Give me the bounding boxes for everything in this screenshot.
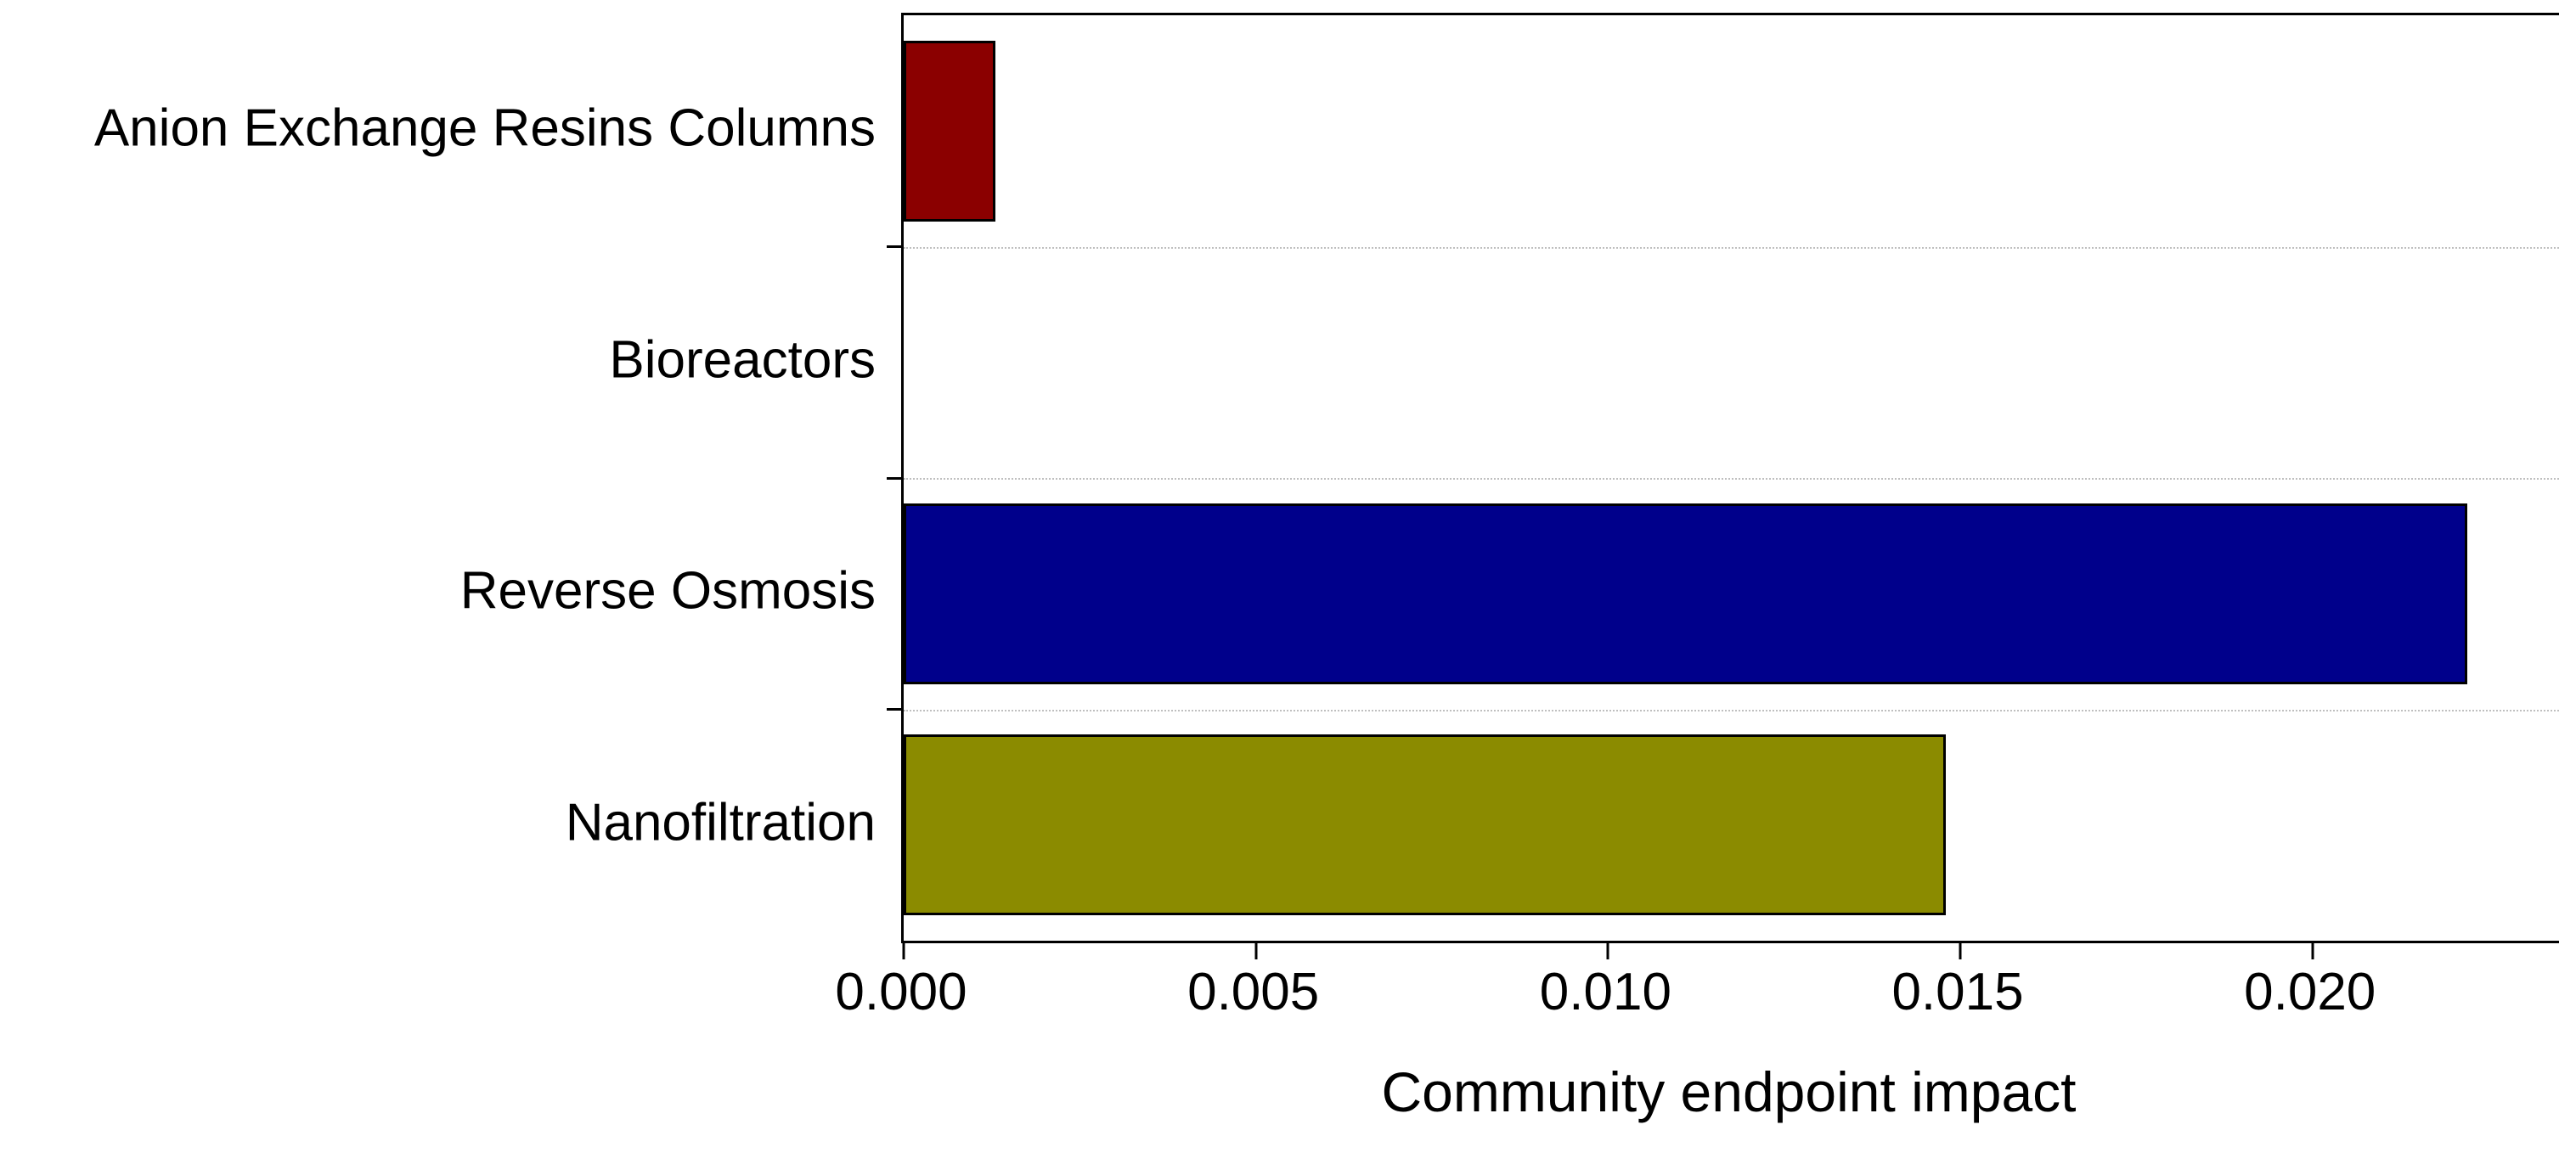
x-axis-tick-label: 0.000 <box>835 963 967 1021</box>
x-axis-tick-label: 0.015 <box>1891 963 2024 1021</box>
y-axis-tick-mark <box>887 245 901 248</box>
bar <box>904 503 2467 684</box>
x-axis-tick-label: 0.010 <box>1539 963 1671 1021</box>
x-axis-tick-mark <box>1606 941 1609 959</box>
y-axis-category-label: Nanofiltration <box>565 793 876 852</box>
x-axis-tick-label: 0.020 <box>2244 963 2376 1021</box>
gridline <box>904 246 2559 249</box>
y-axis-category-label: Reverse Osmosis <box>459 561 876 621</box>
x-axis-tick-label: 0.005 <box>1187 963 1320 1021</box>
y-axis-tick-mark <box>887 708 901 711</box>
gridline <box>904 478 2559 480</box>
y-axis-labels: Anion Exchange Resins Columns Bioreactors… <box>0 13 876 938</box>
bar <box>904 734 1946 916</box>
bar <box>904 40 995 222</box>
x-axis-tick-mark <box>902 941 905 959</box>
y-axis-category-label: Anion Exchange Resins Columns <box>93 98 876 158</box>
x-axis-tick-mark <box>2311 941 2314 959</box>
plot-area <box>887 13 2559 959</box>
x-axis-title: Community endpoint impact <box>1381 1060 2077 1123</box>
x-axis-tick-mark <box>1254 941 1258 959</box>
y-axis-category-label: Bioreactors <box>609 330 876 390</box>
y-axis-tick-mark <box>887 476 901 480</box>
x-axis-tick-mark <box>1959 941 1962 959</box>
gridline <box>904 709 2559 711</box>
